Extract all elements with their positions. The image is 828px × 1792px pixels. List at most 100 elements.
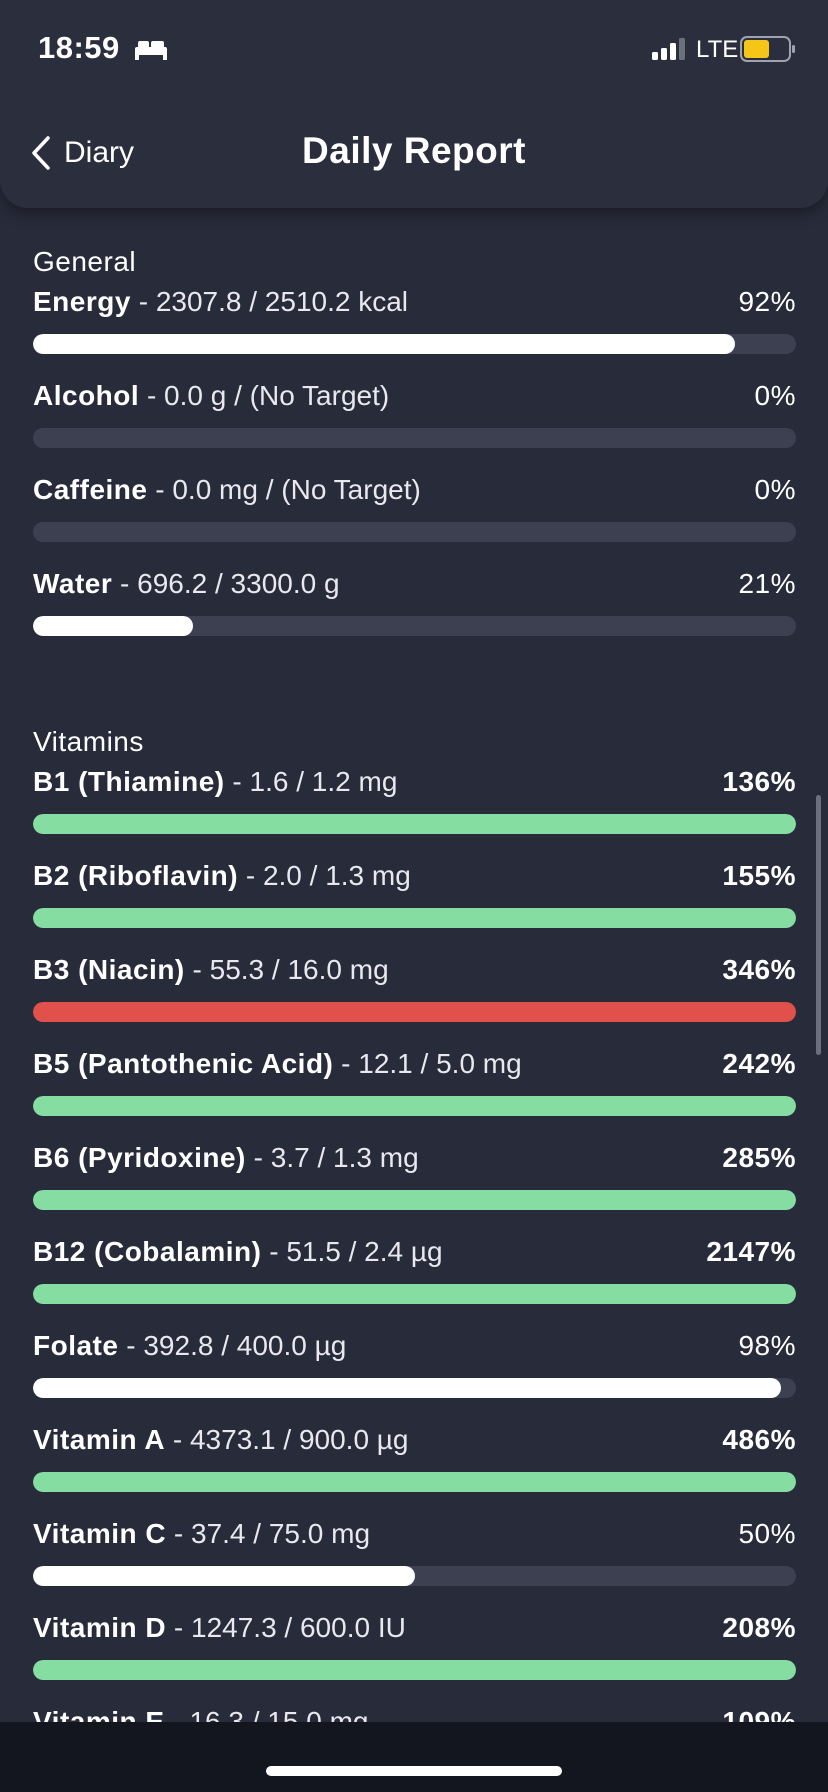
progress-track	[33, 1284, 796, 1304]
progress-track	[33, 1660, 796, 1680]
progress-fill	[33, 1472, 796, 1492]
bed-icon	[135, 41, 167, 60]
nutrient-row[interactable]: Alcohol - 0.0 g / (No Target) 0%	[33, 380, 796, 474]
nutrient-name: Vitamin A	[33, 1424, 166, 1455]
nutrient-percent: 21%	[738, 568, 796, 599]
nutrient-label: B5 (Pantothenic Acid) - 12.1 / 5.0 mg	[33, 1048, 522, 1080]
progress-fill	[33, 1660, 796, 1680]
progress-fill	[33, 814, 796, 834]
section-gap	[33, 662, 796, 726]
nutrient-row[interactable]: Folate - 392.8 / 400.0 µg 98%	[33, 1330, 796, 1424]
nutrient-label: B1 (Thiamine) - 1.6 / 1.2 mg	[33, 766, 397, 798]
nutrient-label: Water - 696.2 / 3300.0 g	[33, 568, 340, 600]
nutrient-name: Folate	[33, 1330, 119, 1361]
progress-track	[33, 1378, 796, 1398]
nutrient-row[interactable]: B6 (Pyridoxine) - 3.7 / 1.3 mg 285%	[33, 1142, 796, 1236]
nutrient-name: B6 (Pyridoxine)	[33, 1142, 246, 1173]
nutrient-row[interactable]: Vitamin A - 4373.1 / 900.0 µg 486%	[33, 1424, 796, 1518]
progress-track	[33, 428, 796, 448]
battery-icon	[740, 36, 795, 62]
nutrient-header: B12 (Cobalamin) - 51.5 / 2.4 µg 2147%	[33, 1236, 796, 1278]
progress-track	[33, 334, 796, 354]
nutrient-header: Folate - 392.8 / 400.0 µg 98%	[33, 1330, 796, 1372]
nutrient-amount: - 3.7 / 1.3 mg	[245, 1142, 419, 1173]
nutrient-amount: - 37.4 / 75.0 mg	[166, 1518, 371, 1549]
progress-track	[33, 1002, 796, 1022]
progress-fill	[33, 1284, 796, 1304]
nutrient-header: B2 (Riboflavin) - 2.0 / 1.3 mg 155%	[33, 860, 796, 902]
nutrient-amount: - 0.0 mg / (No Target)	[147, 474, 421, 505]
nutrient-row[interactable]: B12 (Cobalamin) - 51.5 / 2.4 µg 2147%	[33, 1236, 796, 1330]
section-title: General	[33, 246, 137, 277]
nutrient-label: B6 (Pyridoxine) - 3.7 / 1.3 mg	[33, 1142, 419, 1174]
nutrient-header: Vitamin D - 1247.3 / 600.0 IU 208%	[33, 1612, 796, 1654]
nutrient-amount: - 4373.1 / 900.0 µg	[165, 1424, 409, 1455]
nutrient-label: Alcohol - 0.0 g / (No Target)	[33, 380, 389, 412]
back-button[interactable]: Diary	[30, 128, 134, 178]
nutrient-percent: 2147%	[706, 1236, 796, 1267]
nutrient-amount: - 1.6 / 1.2 mg	[224, 766, 398, 797]
nutrient-percent: 208%	[722, 1612, 796, 1643]
nutrient-label: Vitamin D - 1247.3 / 600.0 IU	[33, 1612, 406, 1644]
back-label: Diary	[64, 136, 135, 169]
signal-icon	[652, 38, 685, 60]
page-title: Daily Report	[302, 130, 526, 171]
nutrient-label: Folate - 392.8 / 400.0 µg	[33, 1330, 346, 1362]
nutrient-row[interactable]: Vitamin C - 37.4 / 75.0 mg 50%	[33, 1518, 796, 1612]
nutrient-header: Water - 696.2 / 3300.0 g 21%	[33, 568, 796, 610]
nutrient-row[interactable]: B1 (Thiamine) - 1.6 / 1.2 mg 136%	[33, 766, 796, 860]
progress-track	[33, 1566, 796, 1586]
nutrient-header: Vitamin C - 37.4 / 75.0 mg 50%	[33, 1518, 796, 1560]
nutrient-percent: 92%	[738, 286, 796, 317]
nutrient-row[interactable]: B2 (Riboflavin) - 2.0 / 1.3 mg 155%	[33, 860, 796, 954]
nutrient-row[interactable]: Energy - 2307.8 / 2510.2 kcal 92%	[33, 286, 796, 380]
progress-fill	[33, 1190, 796, 1210]
nutrient-percent: 346%	[722, 954, 796, 985]
nutrient-header: Energy - 2307.8 / 2510.2 kcal 92%	[33, 286, 796, 328]
nutrient-name: Alcohol	[33, 380, 140, 411]
nutrient-row[interactable]: B3 (Niacin) - 55.3 / 16.0 mg 346%	[33, 954, 796, 1048]
nutrient-amount: - 2307.8 / 2510.2 kcal	[130, 286, 409, 317]
nutrient-header: Alcohol - 0.0 g / (No Target) 0%	[33, 380, 796, 422]
progress-fill	[33, 1378, 781, 1398]
nutrient-row[interactable]: Water - 696.2 / 3300.0 g 21%	[33, 568, 796, 662]
nutrient-amount: - 0.0 g / (No Target)	[139, 380, 390, 411]
nutrient-name: B2 (Riboflavin)	[33, 860, 239, 891]
nutrient-amount: - 55.3 / 16.0 mg	[184, 954, 389, 985]
nutrient-name: Water	[33, 568, 113, 599]
nutrient-label: B2 (Riboflavin) - 2.0 / 1.3 mg	[33, 860, 411, 892]
progress-fill	[33, 334, 735, 354]
chevron-left-icon	[32, 136, 50, 170]
nutrient-label: B3 (Niacin) - 55.3 / 16.0 mg	[33, 954, 389, 986]
home-indicator[interactable]	[266, 1766, 562, 1776]
nutrient-label: Caffeine - 0.0 mg / (No Target)	[33, 474, 421, 506]
home-area	[0, 1722, 828, 1792]
nutrient-header: Vitamin A - 4373.1 / 900.0 µg 486%	[33, 1424, 796, 1466]
nutrient-row[interactable]: B5 (Pantothenic Acid) - 12.1 / 5.0 mg 242…	[33, 1048, 796, 1142]
nutrient-amount: - 392.8 / 400.0 µg	[118, 1330, 347, 1361]
nutrient-percent: 0%	[754, 474, 796, 505]
progress-track	[33, 616, 796, 636]
progress-fill	[33, 1002, 796, 1022]
progress-track	[33, 1472, 796, 1492]
nutrient-name: B1 (Thiamine)	[33, 766, 225, 797]
nutrient-percent: 0%	[754, 380, 796, 411]
nutrient-header: B6 (Pyridoxine) - 3.7 / 1.3 mg 285%	[33, 1142, 796, 1184]
section-title: Vitamins	[33, 726, 144, 757]
nutrient-name: B5 (Pantothenic Acid)	[33, 1048, 334, 1079]
nutrient-name: Energy	[33, 286, 131, 317]
nutrient-row[interactable]: Caffeine - 0.0 mg / (No Target) 0%	[33, 474, 796, 568]
nutrient-percent: 486%	[722, 1424, 796, 1455]
nutrient-amount: - 51.5 / 2.4 µg	[261, 1236, 443, 1267]
nutrient-header: B1 (Thiamine) - 1.6 / 1.2 mg 136%	[33, 766, 796, 808]
scrollbar[interactable]	[816, 795, 821, 1055]
progress-track	[33, 814, 796, 834]
network-label: LTE	[696, 36, 739, 63]
nutrient-row[interactable]: Vitamin D - 1247.3 / 600.0 IU 208%	[33, 1612, 796, 1706]
progress-fill	[33, 1566, 415, 1586]
report-list: General Energy - 2307.8 / 2510.2 kcal 92% A…	[33, 246, 796, 1792]
nutrient-label: Vitamin A - 4373.1 / 900.0 µg	[33, 1424, 409, 1456]
progress-track	[33, 908, 796, 928]
nav-header: 18:59 LTE	[0, 0, 828, 208]
